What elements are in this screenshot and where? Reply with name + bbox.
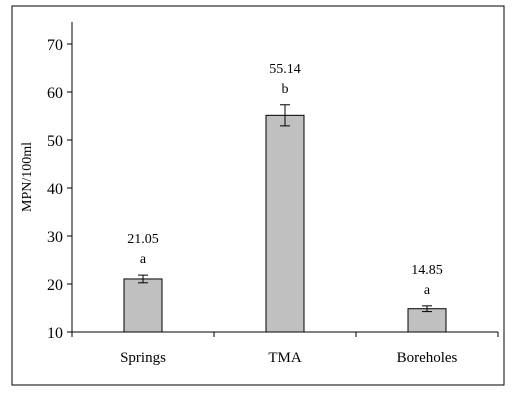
- y-tick-label: 40: [47, 181, 63, 198]
- y-ticks: 10 20 30 40 50 60 70: [47, 37, 72, 342]
- value-label: 55.14: [269, 62, 301, 77]
- bar-springs: [123, 278, 163, 333]
- group-letter: b: [282, 82, 289, 97]
- group-letter: a: [424, 283, 431, 298]
- x-category-label: TMA: [268, 350, 302, 366]
- bar-boreholes: [407, 308, 447, 333]
- group-letter: a: [140, 252, 147, 267]
- y-tick-label: 70: [47, 37, 63, 54]
- y-tick-label: 30: [47, 229, 63, 246]
- y-tick-label: 50: [47, 133, 63, 150]
- x-category-label: Springs: [120, 350, 166, 366]
- y-tick-label: 20: [47, 277, 63, 294]
- bars: a 21.05 Springs b 55.14 TMA a 14.85 Boreholes: [71, 62, 499, 366]
- y-tick-label: 10: [47, 325, 63, 342]
- value-label: 14.85: [411, 263, 443, 278]
- y-axis-title: MPN/100ml: [20, 142, 35, 212]
- value-label: 21.05: [127, 232, 159, 247]
- x-category-label: Boreholes: [397, 350, 458, 366]
- y-tick-label: 60: [47, 85, 63, 102]
- bar-tma: [265, 114, 305, 333]
